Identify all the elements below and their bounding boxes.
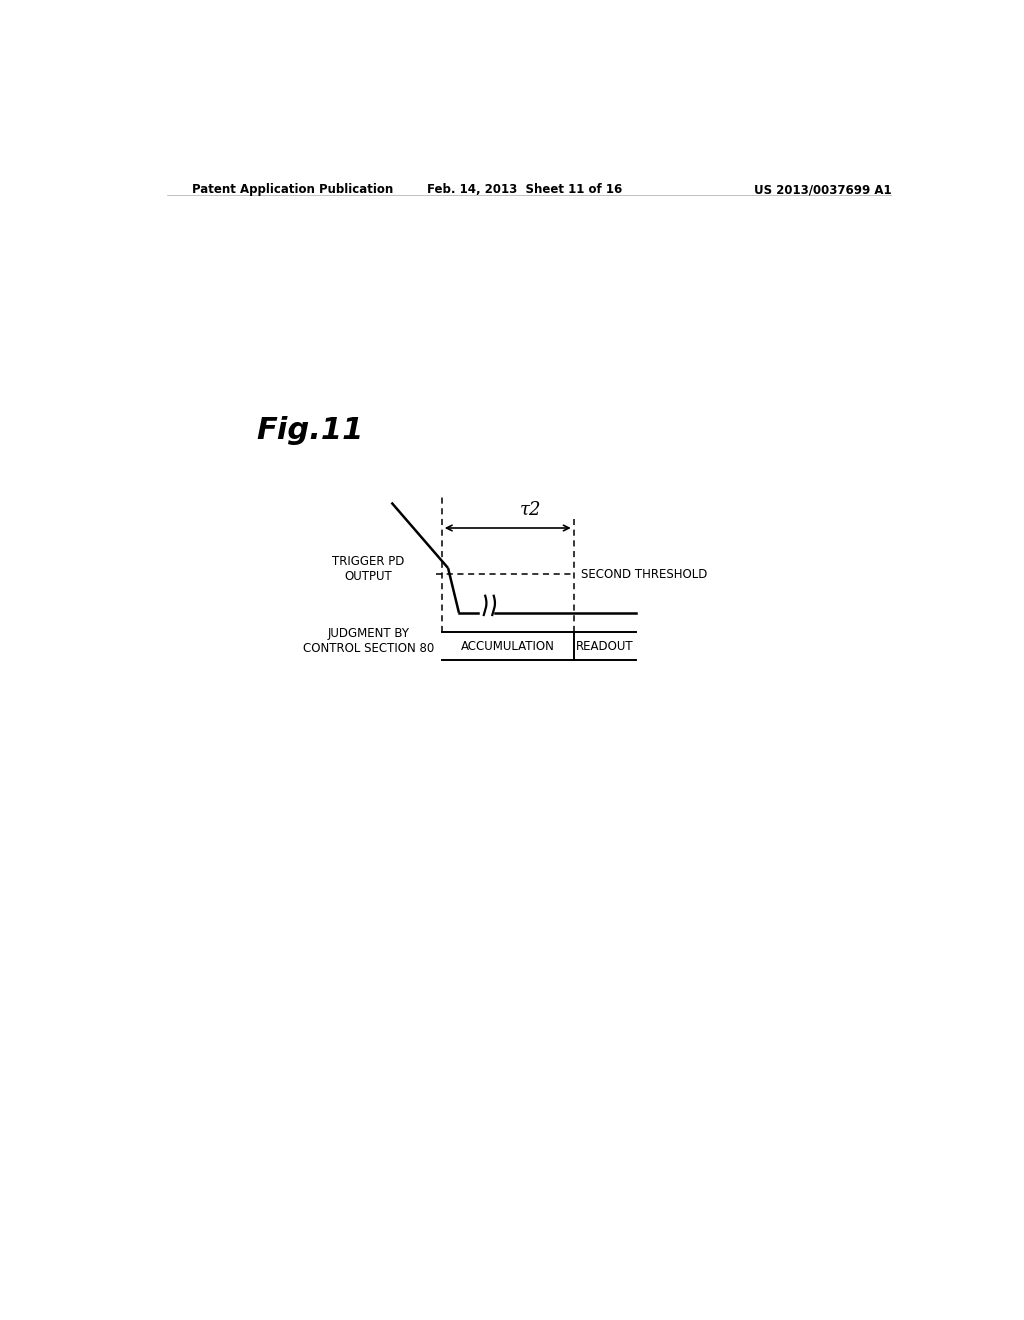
Text: READOUT: READOUT: [575, 640, 634, 652]
Text: τ2: τ2: [519, 500, 541, 519]
Text: TRIGGER PD: TRIGGER PD: [332, 554, 404, 568]
Text: Feb. 14, 2013  Sheet 11 of 16: Feb. 14, 2013 Sheet 11 of 16: [427, 183, 623, 197]
Text: CONTROL SECTION 80: CONTROL SECTION 80: [303, 642, 434, 655]
Text: ACCUMULATION: ACCUMULATION: [461, 640, 555, 652]
Text: OUTPUT: OUTPUT: [344, 570, 392, 583]
Text: Fig.11: Fig.11: [256, 416, 364, 445]
Text: Patent Application Publication: Patent Application Publication: [191, 183, 393, 197]
Text: SECOND THRESHOLD: SECOND THRESHOLD: [582, 568, 708, 581]
Text: US 2013/0037699 A1: US 2013/0037699 A1: [754, 183, 891, 197]
Text: JUDGMENT BY: JUDGMENT BY: [328, 627, 410, 640]
